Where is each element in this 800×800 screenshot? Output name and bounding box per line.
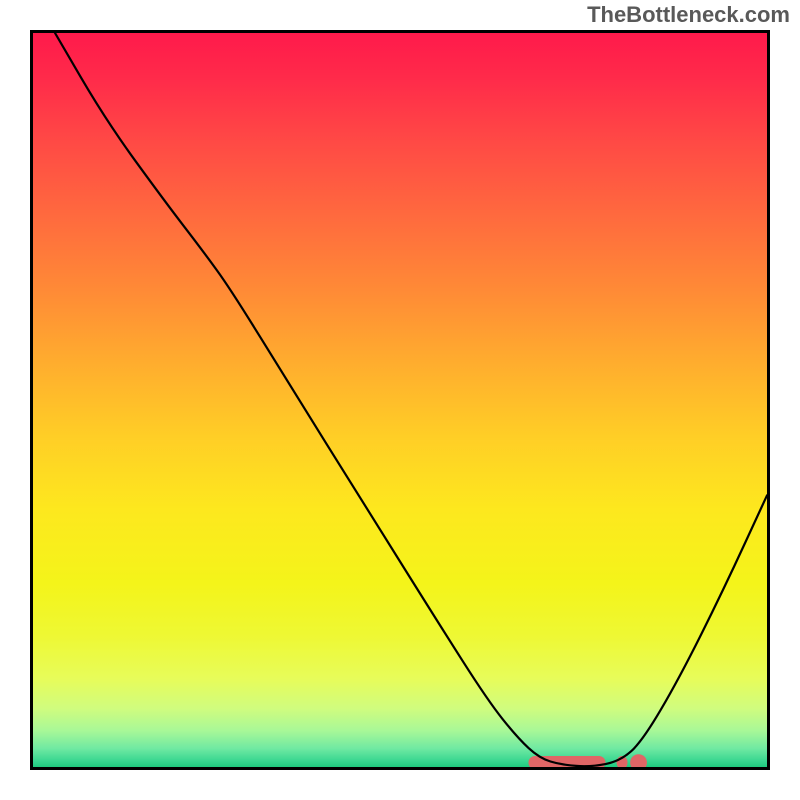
watermark-text: TheBottleneck.com (587, 2, 790, 28)
gradient-background (33, 33, 767, 767)
plot-area (30, 30, 770, 770)
chart-container: TheBottleneck.com (0, 0, 800, 800)
bottleneck-chart-svg (33, 33, 767, 767)
